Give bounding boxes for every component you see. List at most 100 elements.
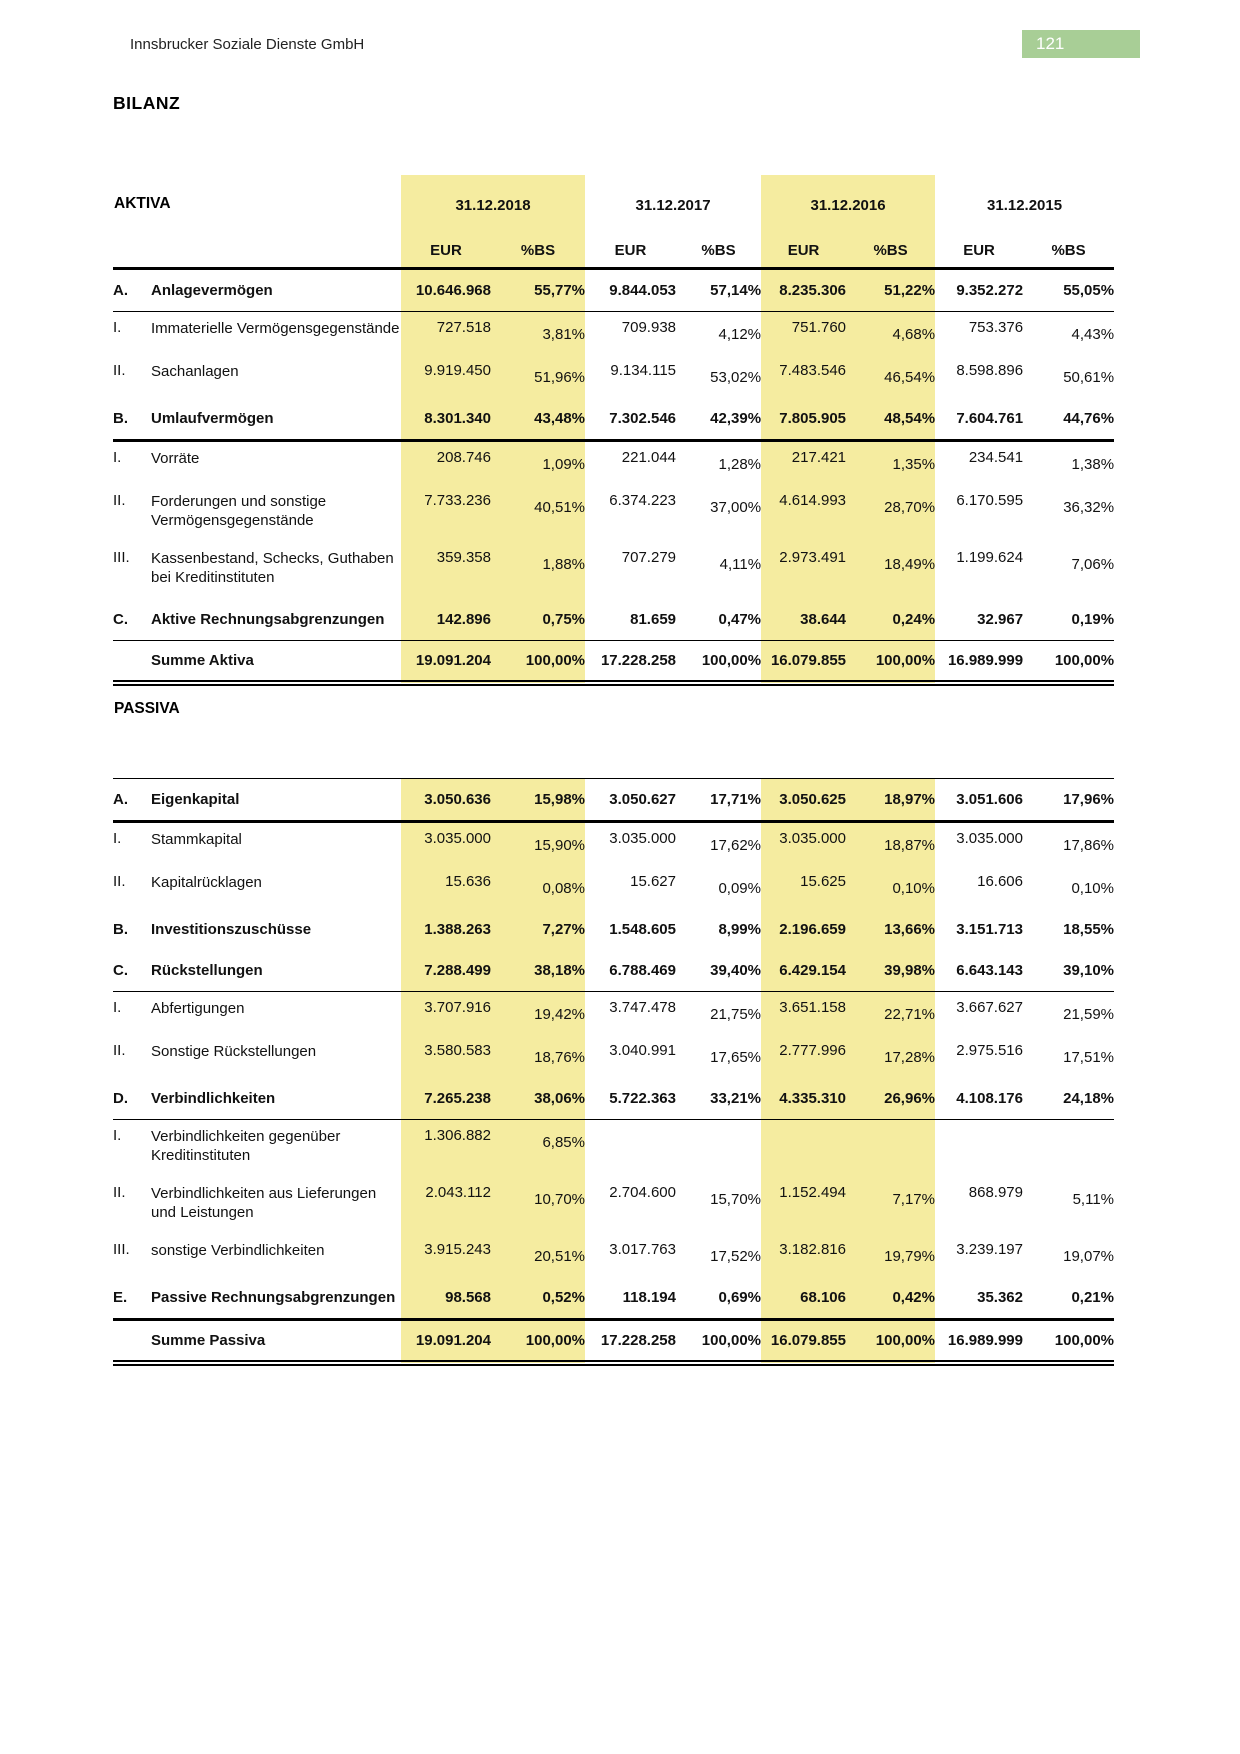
balance-row: Summe Aktiva 19.091.204 100,00% 17.228.258 1… — [113, 640, 1115, 686]
value-cell: 7.733.236 — [401, 484, 491, 542]
page-title: BILANZ — [113, 93, 181, 113]
row-label: Verbindlichkeiten gegenüber Kreditinstit… — [151, 1128, 341, 1164]
balance-row: II. Kapitalrücklagen 15.636 0,08% 15.627 0,09… — [113, 866, 1114, 909]
row-letter: C. — [113, 598, 151, 641]
value-cell: 7.302.546 — [585, 397, 677, 442]
value-cell: 3.239.197 — [956, 1241, 1023, 1258]
row-label: Summe Passiva — [151, 1319, 401, 1366]
value-cell: 6.170.595 — [956, 491, 1024, 509]
value-cell: 81.659 — [585, 598, 677, 641]
row-letter — [113, 1319, 151, 1366]
percent-cell: 1,28% — [718, 455, 762, 473]
percent-cell: 19,42% — [491, 991, 585, 1035]
unit-header: %BS — [676, 235, 762, 270]
value-cell — [935, 1120, 1023, 1178]
value-cell: 16.079.855 — [761, 640, 847, 686]
value-cell: 2.043.112 — [401, 1177, 491, 1234]
percent-cell: 3,81% — [491, 311, 586, 355]
percent-cell: 15,70% — [710, 1191, 761, 1208]
balance-row: II. Forderungen und sonstige Vermögensgeg… — [113, 484, 1115, 542]
percent-cell: 37,00% — [710, 498, 762, 516]
percent-cell: 13,66% — [846, 909, 935, 950]
value-cell: 3.035.000 — [609, 830, 676, 847]
percent-cell: 6,85% — [491, 1119, 585, 1177]
value-cell: 142.896 — [401, 598, 491, 641]
percent-cell — [676, 1120, 761, 1178]
balance-row: A. Anlagevermögen 10.646.968 55,77% 9.844.05… — [113, 268, 1115, 312]
row-label: Forderungen und sonstige Vermögensgegens… — [151, 492, 327, 529]
value-cell: 8.235.306 — [761, 268, 847, 312]
percent-cell: 36,32% — [1063, 498, 1115, 516]
row-letter: III. — [113, 1241, 130, 1258]
value-cell: 3.915.243 — [401, 1234, 491, 1277]
percent-cell: 19,07% — [1063, 1248, 1114, 1265]
percent-cell: 20,51% — [491, 1234, 585, 1277]
row-label: Sachanlagen — [151, 362, 239, 380]
percent-cell: 18,55% — [1063, 921, 1114, 938]
percent-cell: 18,97% — [846, 778, 935, 823]
row-label: Rückstellungen — [151, 950, 401, 992]
percent-cell: 33,21% — [676, 1078, 761, 1120]
row-letter: II. — [113, 1184, 126, 1201]
value-cell: 2.777.996 — [761, 1035, 846, 1078]
value-cell: 9.844.053 — [585, 268, 677, 312]
percent-cell: 100,00% — [1023, 640, 1115, 686]
balance-row: II. Sonstige Rückstellungen 3.580.583 18,76… — [113, 1035, 1114, 1078]
balance-row: II. Sachanlagen 9.919.450 51,96% 9.134.115 53… — [113, 354, 1114, 398]
percent-cell: 5,11% — [1072, 1191, 1114, 1208]
value-cell: 2.704.600 — [609, 1184, 676, 1201]
value-cell: 10.646.968 — [401, 268, 491, 312]
dates-header-row: 31.12.2018 31.12.2017 31.12.2016 31.12.2015 — [113, 175, 1114, 235]
value-cell: 98.568 — [401, 1277, 491, 1321]
row-label: Investitionszuschüsse — [151, 921, 312, 938]
percent-cell: 100,00% — [846, 640, 936, 686]
percent-cell: 1,35% — [846, 440, 936, 485]
percent-cell: 18,76% — [491, 1035, 585, 1078]
percent-cell: 1,09% — [491, 440, 586, 485]
value-cell: 3.035.000 — [761, 821, 846, 866]
date-header: 31.12.2018 — [401, 175, 586, 235]
row-letter: A. — [113, 268, 151, 312]
value-cell: 32.967 — [935, 598, 1024, 641]
row-letter: II. — [113, 873, 126, 890]
value-cell: 8.301.340 — [401, 397, 491, 442]
row-letter: II. — [113, 1042, 126, 1059]
percent-cell: 100,00% — [1023, 1319, 1114, 1366]
value-cell: 4.108.176 — [935, 1078, 1023, 1120]
row-letter: I. — [113, 448, 122, 466]
percent-cell: 1,88% — [491, 541, 586, 599]
row-label: sonstige Verbindlichkeiten — [151, 1242, 325, 1259]
value-cell — [585, 1120, 676, 1178]
date-header: 31.12.2016 — [761, 175, 936, 235]
balance-row: D. Verbindlichkeiten 7.265.238 38,06% 5.722.… — [113, 1078, 1114, 1120]
value-cell: 16.989.999 — [935, 640, 1024, 686]
row-letter: I. — [113, 999, 122, 1016]
percent-cell: 55,77% — [491, 268, 586, 312]
value-cell: 15.625 — [761, 866, 846, 909]
value-cell: 68.106 — [761, 1277, 846, 1321]
percent-cell: 28,70% — [846, 484, 936, 542]
value-cell: 3.151.713 — [956, 921, 1023, 938]
balance-row: I. Vorräte 208.746 1,09% 221.044 1,28% 217.421… — [113, 440, 1114, 485]
balance-row: III. sonstige Verbindlichkeiten 3.915.243 2… — [113, 1234, 1114, 1277]
percent-cell: 0,10% — [846, 866, 935, 909]
balance-row: A. Eigenkapital 3.050.636 15,98% 3.050.627 17… — [113, 778, 1114, 823]
value-cell: 2.975.516 — [956, 1042, 1023, 1059]
unit-header: %BS — [846, 235, 936, 270]
row-letter: E. — [113, 1277, 151, 1321]
value-cell: 1.388.263 — [401, 909, 491, 950]
value-cell: 6.643.143 — [935, 950, 1023, 992]
row-letter: I. — [113, 1127, 122, 1144]
value-cell: 9.352.272 — [935, 268, 1024, 312]
row-label: Vorräte — [151, 449, 200, 467]
value-cell: 359.358 — [401, 541, 491, 599]
percent-cell: 17,51% — [1063, 1049, 1114, 1066]
percent-cell: 1,38% — [1071, 455, 1115, 473]
balance-row: Summe Passiva 19.091.204 100,00% 17.228.258… — [113, 1319, 1114, 1366]
percent-cell: 17,65% — [710, 1049, 761, 1066]
value-cell: 2.973.491 — [761, 541, 847, 599]
percent-cell: 26,96% — [846, 1078, 935, 1120]
row-label: Stammkapital — [151, 831, 242, 848]
percent-cell: 0,10% — [1071, 880, 1114, 897]
